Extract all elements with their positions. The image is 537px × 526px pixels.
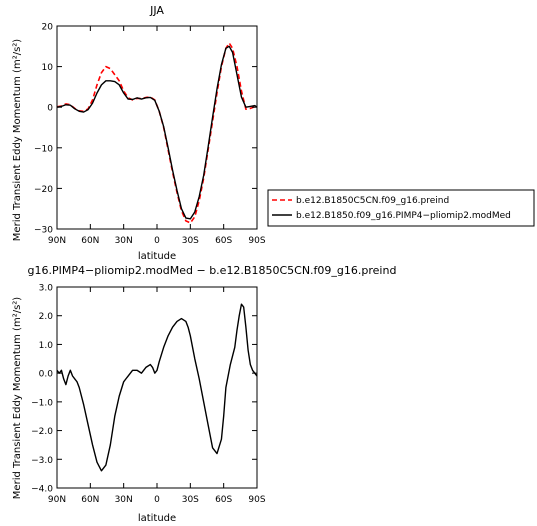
- top-y-tick-label: 0: [47, 104, 53, 114]
- bottom-x-tick-label: 90N: [48, 495, 66, 505]
- top-x-tick-label: 60S: [215, 236, 232, 246]
- top-x-tick-label: 0: [154, 236, 160, 246]
- top-chart-title: JJA: [149, 4, 164, 17]
- bottom-x-axis-label: latitude: [138, 513, 176, 524]
- top-y-tick-label: −20: [34, 185, 53, 195]
- top-panel: JJA −30 −20 −10 0 10 20 90N 60N 30N 0 30S 60S 90S l…: [12, 4, 266, 262]
- bottom-y-tick-label: −2.0: [31, 427, 53, 437]
- top-y-tick-label: 10: [42, 63, 54, 73]
- top-x-tick-label: 30N: [115, 236, 133, 246]
- legend-label-preind: b.e12.B1850C5CN.f09_g16.preind: [296, 196, 449, 206]
- bottom-chart-title: g16.PIMP4−pliomip2.modMed − b.e12.B1850C…: [28, 264, 397, 277]
- top-y-tick-label: −30: [34, 226, 53, 236]
- top-y-tick-label: 20: [42, 23, 54, 33]
- bottom-series-line-0: [56, 303, 258, 472]
- bottom-y-axis: −4.0 −3.0 −2.0 −1.0 0.0 1.0 2.0 3.0: [31, 284, 257, 495]
- bottom-x-axis: 90N 60N 30N 0 30S 60S 90S: [48, 287, 266, 505]
- top-series-line-1: [56, 45, 258, 220]
- bottom-y-tick-label: 2.0: [39, 312, 54, 322]
- bottom-x-tick-label: 30S: [182, 495, 199, 505]
- bottom-series-group: [56, 303, 258, 472]
- bottom-plot-frame: [56, 286, 258, 489]
- top-x-tick-label: 90N: [48, 236, 66, 246]
- top-x-axis-label: latitude: [138, 251, 176, 262]
- top-x-axis: 90N 60N 30N 0 30S 60S 90S: [48, 26, 266, 246]
- top-series-group: [56, 42, 258, 224]
- top-x-tick-label: 60N: [81, 236, 99, 246]
- bottom-y-axis-label: Merid Transient Eddy Momentum (m²/s²): [12, 297, 23, 499]
- top-series-line-0: [56, 42, 258, 224]
- bottom-panel: g16.PIMP4−pliomip2.modMed − b.e12.B1850C…: [12, 264, 396, 524]
- bottom-y-tick-label: 0.0: [39, 370, 54, 380]
- bottom-y-tick-label: −3.0: [31, 456, 53, 466]
- legend: b.e12.B1850C5CN.f09_g16.preind b.e12.B18…: [267, 189, 535, 227]
- top-plot-frame: [56, 25, 258, 230]
- legend-label-modmed: b.e12.B1850.f09_g16.PIMP4−pliomip2.modMe…: [296, 211, 511, 221]
- top-x-tick-label: 90S: [248, 236, 265, 246]
- legend-box: [267, 189, 535, 227]
- top-x-tick-label: 30S: [182, 236, 199, 246]
- bottom-y-tick-label: 3.0: [39, 284, 54, 294]
- bottom-x-tick-label: 60N: [81, 495, 99, 505]
- top-y-axis: −30 −20 −10 0 10 20: [34, 23, 257, 236]
- bottom-x-tick-label: 90S: [248, 495, 265, 505]
- bottom-y-tick-label: −1.0: [31, 398, 53, 408]
- top-y-axis-label: Merid Transient Eddy Momentum (m²/s²): [12, 39, 23, 241]
- bottom-x-tick-label: 0: [154, 495, 160, 505]
- bottom-x-tick-label: 60S: [215, 495, 232, 505]
- bottom-y-tick-label: −4.0: [31, 485, 53, 495]
- bottom-y-tick-label: 1.0: [39, 341, 54, 351]
- top-y-tick-label: −10: [34, 144, 53, 154]
- bottom-x-tick-label: 30N: [115, 495, 133, 505]
